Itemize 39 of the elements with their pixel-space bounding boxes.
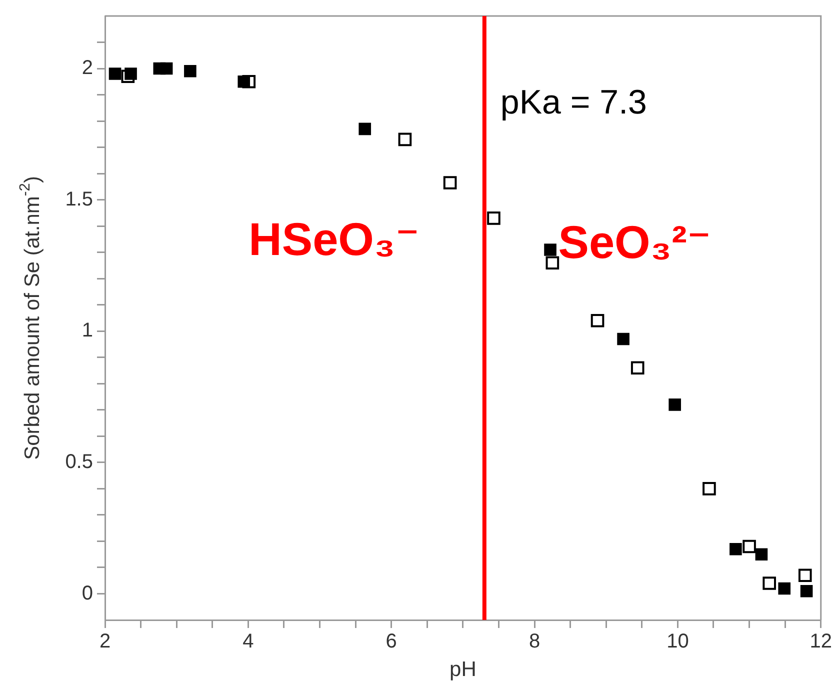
y-tick-label: 2 bbox=[82, 57, 93, 80]
point bbox=[755, 548, 768, 561]
x-tick-label: 8 bbox=[528, 630, 540, 653]
point bbox=[702, 482, 716, 496]
point bbox=[358, 122, 372, 136]
y-tick-label: 0.5 bbox=[65, 450, 93, 473]
point bbox=[546, 256, 560, 270]
point bbox=[238, 75, 250, 88]
y-tick-label: 0 bbox=[82, 582, 93, 604]
point bbox=[778, 582, 791, 595]
point bbox=[184, 64, 196, 78]
point bbox=[590, 314, 604, 328]
x-tick-label: 2 bbox=[99, 630, 111, 653]
annotation: SeO₃²⁻ bbox=[558, 216, 712, 268]
point bbox=[730, 542, 742, 556]
x-axis-title: pH bbox=[450, 658, 476, 681]
ref-line-label: pKa = 7.3 bbox=[500, 83, 647, 122]
x-tick-label: 6 bbox=[386, 630, 397, 653]
point bbox=[398, 132, 412, 146]
point bbox=[617, 332, 630, 346]
y-tick-label: 1.5 bbox=[65, 188, 93, 210]
y-tick-label: 1 bbox=[82, 320, 93, 342]
x-tick-label: 12 bbox=[810, 630, 832, 653]
point bbox=[668, 398, 681, 411]
point bbox=[742, 540, 756, 554]
point bbox=[487, 212, 500, 225]
point bbox=[630, 361, 644, 375]
x-tick-label: 10 bbox=[666, 630, 689, 653]
x-tick-label: 4 bbox=[242, 630, 254, 653]
point bbox=[762, 576, 776, 590]
y-axis-title: Sorbed amount of Se (at.nm-2) bbox=[18, 176, 44, 460]
point bbox=[544, 244, 556, 256]
point bbox=[124, 68, 137, 80]
point bbox=[160, 62, 173, 75]
point bbox=[800, 584, 813, 598]
point bbox=[443, 176, 457, 190]
point bbox=[798, 568, 812, 582]
point bbox=[108, 68, 122, 80]
annotation: HSeO₃⁻ bbox=[248, 213, 420, 266]
